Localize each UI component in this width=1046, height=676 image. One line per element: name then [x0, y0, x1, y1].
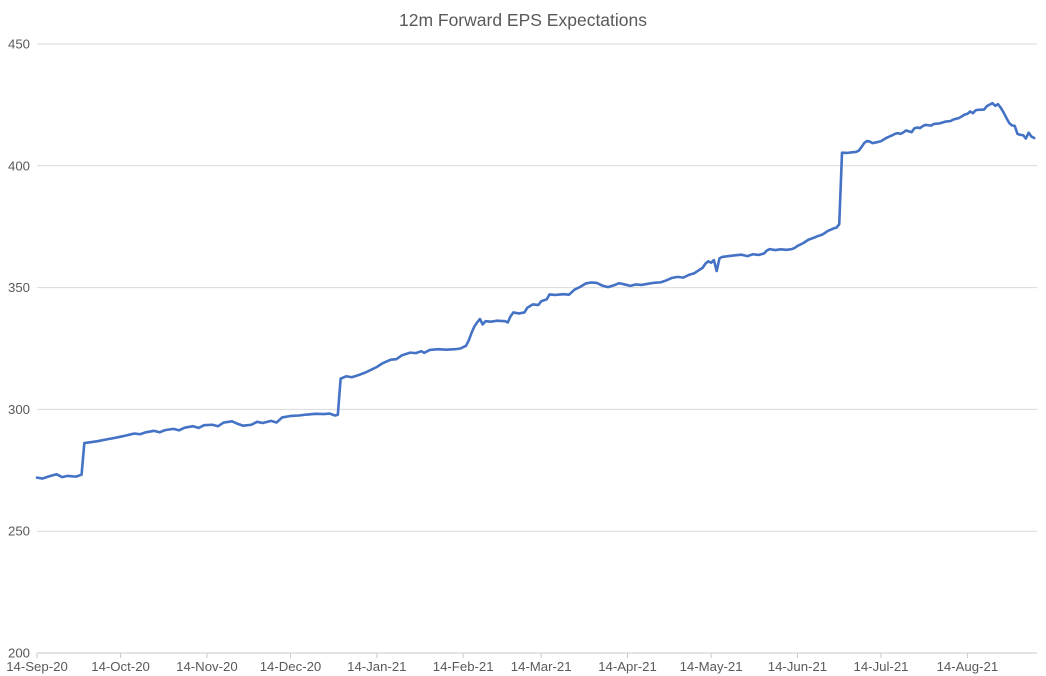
- x-axis-tick-label: 14-Apr-21: [598, 659, 657, 674]
- x-axis-tick-label: 14-Dec-20: [260, 659, 322, 674]
- chart-title: 12m Forward EPS Expectations: [399, 10, 647, 30]
- y-axis-tick-label: 450: [8, 37, 30, 52]
- x-axis-tick-label: 14-May-21: [680, 659, 743, 674]
- eps-series-line: [35, 101, 1036, 480]
- x-axis-tick-label: 14-Jul-21: [854, 659, 909, 674]
- x-axis-tick-label: 14-Aug-21: [937, 659, 999, 674]
- x-axis-tick-label: 14-Jan-21: [347, 659, 406, 674]
- x-axis-tick-label: 14-Oct-20: [91, 659, 150, 674]
- x-axis: [36, 652, 1037, 658]
- y-axis-tick-label: 400: [8, 158, 30, 173]
- y-axis-labels: 200 250 300 350 400 450: [8, 37, 30, 661]
- x-axis-labels: 14-Sep-20 14-Oct-20 14-Nov-20 14-Dec-20 14-J…: [6, 659, 998, 674]
- x-axis-tick-label: 14-Mar-21: [511, 659, 572, 674]
- gridlines: [37, 43, 1037, 532]
- y-axis-tick-label: 350: [8, 280, 30, 295]
- x-axis-tick-label: 14-Jun-21: [768, 659, 827, 674]
- y-axis-tick-label: 250: [8, 524, 30, 539]
- y-axis-tick-label: 300: [8, 402, 30, 417]
- x-axis-tick-label: 14-Sep-20: [6, 659, 68, 674]
- y-axis-tick-label: 200: [8, 646, 30, 661]
- x-axis-tick-label: 14-Feb-21: [433, 659, 494, 674]
- x-axis-tick-label: 14-Nov-20: [176, 659, 238, 674]
